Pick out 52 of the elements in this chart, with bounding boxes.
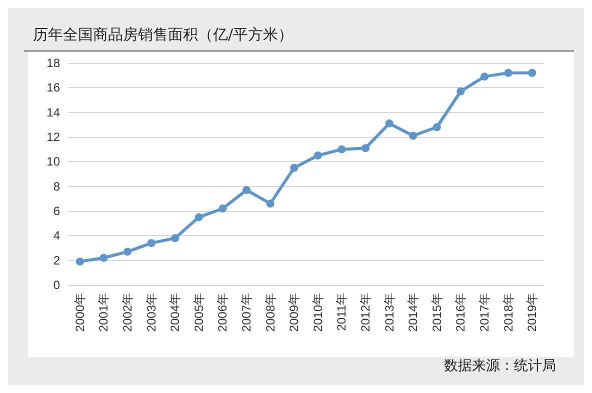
x-tick-label: 2013年 bbox=[382, 293, 396, 332]
point bbox=[432, 123, 441, 132]
x-tick-label: 2000年 bbox=[72, 293, 87, 332]
chart-title: 历年全国商品房销售面积（亿/平方米） bbox=[33, 26, 294, 44]
point bbox=[194, 213, 203, 222]
point bbox=[338, 145, 346, 154]
point bbox=[290, 164, 298, 172]
x-tick-label: 2002年 bbox=[120, 293, 134, 332]
y-tick-label: 0 bbox=[53, 278, 60, 292]
x-tick-label: 2012年 bbox=[358, 293, 372, 332]
x-tick-label: 2018年 bbox=[501, 293, 516, 332]
x-tick-label: 2009年 bbox=[287, 293, 302, 332]
y-tick-label: 10 bbox=[46, 154, 60, 169]
x-tick-label: 2015年 bbox=[430, 293, 444, 332]
point bbox=[480, 72, 488, 81]
point bbox=[385, 119, 394, 128]
y-tick-label: 4 bbox=[53, 228, 60, 243]
y-tick-label: 2 bbox=[53, 253, 60, 268]
point bbox=[314, 152, 322, 160]
point bbox=[504, 68, 512, 77]
y-tick-label: 6 bbox=[53, 204, 60, 218]
x-tick-label: 2005年 bbox=[192, 293, 206, 332]
point bbox=[242, 186, 250, 194]
x-tick-label: 2003年 bbox=[144, 293, 158, 332]
y-tick-label: 12 bbox=[46, 130, 60, 144]
point bbox=[266, 200, 274, 208]
x-tick-label: 2010年 bbox=[310, 293, 325, 332]
x-tick-label: 2014年 bbox=[406, 293, 420, 332]
x-tick-label: 2016年 bbox=[454, 293, 468, 332]
x-tick-label: 2008年 bbox=[263, 293, 278, 332]
point bbox=[147, 239, 156, 248]
point bbox=[76, 258, 84, 266]
source-note: 数据来源：统计局 bbox=[444, 358, 556, 374]
point bbox=[528, 68, 536, 77]
point bbox=[171, 234, 180, 242]
x-tick-label: 2007年 bbox=[240, 293, 254, 332]
point bbox=[456, 87, 465, 96]
y-tick-label: 8 bbox=[53, 179, 60, 194]
x-tick-label: 2019年 bbox=[525, 293, 540, 332]
point bbox=[218, 204, 227, 213]
y-tick-label: 14 bbox=[46, 105, 60, 120]
y-tick-label: 18 bbox=[46, 56, 60, 70]
point bbox=[100, 254, 108, 262]
x-tick-label: 2011年 bbox=[334, 293, 349, 331]
point bbox=[362, 144, 370, 152]
point bbox=[409, 132, 418, 140]
x-tick-label: 2006年 bbox=[216, 293, 230, 332]
point bbox=[124, 248, 132, 256]
x-tick-label: 2004年 bbox=[168, 293, 182, 332]
x-tick-label: 2001年 bbox=[96, 293, 111, 332]
x-tick-label: 2017年 bbox=[478, 293, 492, 332]
y-tick-label: 16 bbox=[46, 80, 60, 95]
